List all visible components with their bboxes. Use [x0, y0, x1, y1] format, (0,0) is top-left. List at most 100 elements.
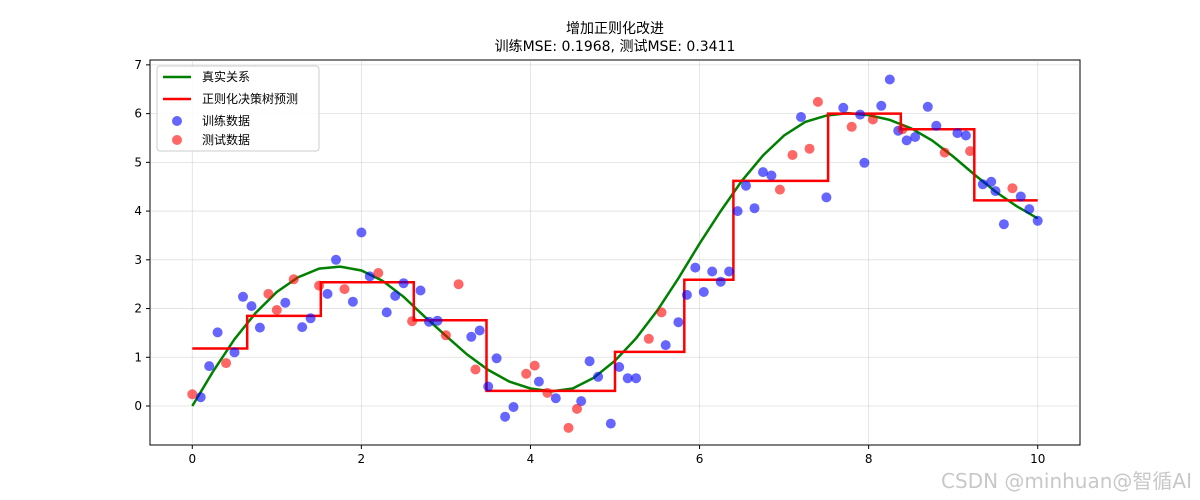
train-data-point	[884, 74, 895, 85]
train-data-point	[593, 371, 604, 382]
train-data-point	[660, 340, 671, 351]
x-tick-label: 4	[527, 452, 535, 466]
train-data-point	[1024, 204, 1035, 215]
train-data-point	[614, 362, 625, 372]
train-data-point	[305, 313, 316, 324]
test-data-point	[563, 422, 574, 433]
test-data-point	[407, 316, 418, 327]
test-data-point	[529, 360, 540, 371]
test-data-point	[187, 389, 198, 400]
train-data-point	[432, 315, 443, 326]
train-data-point	[758, 167, 768, 178]
test-data-point	[314, 280, 325, 291]
test-data-point	[572, 403, 582, 414]
test-data-point	[521, 368, 532, 379]
y-axis: 0 1 2 3 4 5 6 7	[134, 58, 150, 413]
x-tick-label: 6	[696, 452, 704, 466]
train-data-point	[508, 402, 519, 412]
test-data-point	[373, 268, 384, 278]
train-data-point	[673, 317, 684, 328]
chart-title: 增加正则化改进	[566, 21, 664, 37]
train-data-point	[749, 203, 760, 214]
test-data-point	[867, 114, 878, 125]
y-tick-label: 2	[134, 302, 142, 316]
test-data-point	[812, 96, 823, 107]
test-data-point	[965, 146, 976, 157]
train-data-point	[238, 291, 248, 302]
test-data-point	[774, 184, 785, 195]
legend-label-train-data: 训练数据	[202, 113, 250, 128]
test-data-point	[643, 333, 654, 344]
series-layer	[187, 74, 1043, 433]
test-data-point	[1007, 183, 1018, 194]
train-data-point	[1015, 191, 1026, 202]
test-data-point	[656, 307, 667, 318]
train-data-point	[576, 396, 587, 407]
x-tick-label: 2	[358, 452, 366, 466]
train-data-point	[550, 393, 561, 404]
train-data-point	[356, 227, 367, 238]
legend-swatch-test-data	[172, 135, 182, 145]
train-data-point	[622, 373, 633, 384]
test-data-point	[263, 288, 274, 299]
train-data-point	[922, 101, 933, 112]
train-data-point	[297, 322, 308, 333]
train-data-point	[707, 266, 718, 277]
train-data-point	[390, 290, 401, 301]
train-data-point	[796, 112, 806, 122]
train-data-point	[681, 289, 692, 300]
train-data-point	[364, 271, 375, 282]
chart-subtitle: 训练MSE: 0.1968, 测试MSE: 0.3411	[495, 39, 736, 55]
x-tick-label: 10	[1030, 452, 1045, 466]
legend: 真实关系 正则化决策树预测 训练数据 测试数据	[156, 65, 320, 152]
test-data-point	[339, 284, 350, 295]
train-data-point	[466, 331, 477, 342]
train-data-point	[246, 301, 257, 312]
test-data-point	[939, 147, 950, 158]
test-data-point	[271, 305, 282, 315]
train-data-point	[876, 100, 887, 111]
train-data-point	[821, 192, 832, 203]
train-data-point	[195, 392, 206, 403]
train-data-point	[212, 327, 223, 338]
train-data-point	[533, 376, 544, 387]
train-data-point	[998, 219, 1009, 230]
train-data-point	[910, 132, 921, 142]
train-data-point	[698, 287, 709, 297]
y-tick-label: 7	[134, 58, 142, 72]
train-data-point	[381, 307, 392, 318]
train-data-point	[859, 157, 870, 168]
train-data-point	[322, 288, 333, 299]
x-tick-label: 0	[188, 452, 196, 466]
train-data-point	[584, 356, 595, 367]
test-data-point	[542, 387, 553, 398]
plot-frame	[149, 59, 1081, 446]
train-data-point	[415, 285, 426, 296]
test-data-point	[221, 358, 232, 369]
train-data-point	[952, 128, 963, 139]
y-tick-label: 3	[134, 253, 142, 267]
train-data-point	[732, 206, 743, 217]
test-data-point	[440, 330, 451, 341]
train-data-point	[741, 180, 751, 191]
train-data-point	[838, 102, 849, 113]
x-tick-label: 8	[865, 452, 873, 466]
y-tick-label: 5	[134, 155, 142, 169]
y-tick-label: 0	[134, 399, 142, 413]
train-data-point	[474, 325, 485, 336]
train-data-point	[500, 411, 511, 422]
legend-label-test-data: 测试数据	[202, 132, 250, 147]
y-tick-label: 4	[134, 204, 142, 218]
test-data-point	[804, 143, 815, 154]
train-data-point	[960, 130, 971, 141]
test-data-point	[470, 364, 481, 375]
train-data-point	[424, 316, 434, 327]
train-data-point	[483, 381, 494, 392]
legend-label-tree-prediction: 正则化决策树预测	[202, 91, 298, 106]
train-data-point	[855, 109, 866, 120]
train-data-point	[347, 296, 358, 307]
train-data-point	[254, 322, 265, 333]
legend-swatch-train-data	[172, 116, 182, 126]
test-data-point	[846, 121, 857, 132]
